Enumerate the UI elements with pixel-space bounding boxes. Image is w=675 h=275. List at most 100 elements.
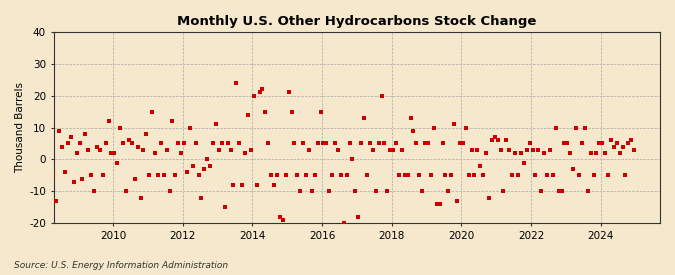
Point <box>95 148 105 152</box>
Point <box>313 141 323 146</box>
Point <box>400 173 410 178</box>
Point <box>342 173 352 178</box>
Point <box>443 189 454 193</box>
Point <box>292 173 302 178</box>
Point <box>599 151 610 155</box>
Point <box>550 125 561 130</box>
Point <box>315 109 326 114</box>
Point <box>478 173 489 178</box>
Point <box>414 173 425 178</box>
Point <box>188 164 198 168</box>
Point <box>257 87 268 92</box>
Point <box>373 141 384 146</box>
Point <box>167 119 178 123</box>
Point <box>179 141 190 146</box>
Point <box>237 183 248 187</box>
Point <box>504 148 515 152</box>
Point <box>263 141 273 146</box>
Point <box>211 122 221 127</box>
Point <box>565 151 576 155</box>
Point <box>121 189 132 193</box>
Point <box>146 109 157 114</box>
Point <box>379 141 390 146</box>
Point <box>83 148 94 152</box>
Point <box>460 125 471 130</box>
Point <box>574 173 585 178</box>
Point <box>440 173 451 178</box>
Point <box>329 141 340 146</box>
Point <box>306 189 317 193</box>
Point <box>594 141 605 146</box>
Point <box>568 167 578 171</box>
Point <box>344 141 355 146</box>
Point <box>202 157 213 162</box>
Point <box>68 180 79 184</box>
Point <box>300 173 311 178</box>
Point <box>80 132 90 136</box>
Point <box>423 141 433 146</box>
Point <box>275 214 286 219</box>
Point <box>217 141 227 146</box>
Point <box>603 173 614 178</box>
Point <box>124 138 134 142</box>
Point <box>425 173 436 178</box>
Point <box>562 141 573 146</box>
Point <box>132 144 143 149</box>
Point <box>559 141 570 146</box>
Point <box>242 112 253 117</box>
Point <box>39 58 50 63</box>
Point <box>109 151 119 155</box>
Point <box>65 135 76 139</box>
Point <box>335 173 346 178</box>
Point <box>376 94 387 98</box>
Point <box>289 141 300 146</box>
Point <box>144 173 155 178</box>
Point <box>547 173 558 178</box>
Point <box>492 138 503 142</box>
Point <box>623 141 634 146</box>
Point <box>350 189 361 193</box>
Point <box>141 132 152 136</box>
Point <box>74 141 85 146</box>
Point <box>498 189 509 193</box>
Point <box>487 138 497 142</box>
Point <box>626 138 637 142</box>
Point <box>138 148 148 152</box>
Point <box>628 148 639 152</box>
Point <box>321 141 331 146</box>
Point <box>391 141 402 146</box>
Point <box>54 128 65 133</box>
Y-axis label: Thousand Barrels: Thousand Barrels <box>15 82 25 173</box>
Point <box>57 144 68 149</box>
Point <box>92 144 103 149</box>
Point <box>530 173 541 178</box>
Point <box>466 148 477 152</box>
Point <box>150 151 161 155</box>
Point <box>475 164 485 168</box>
Point <box>405 116 416 120</box>
Point <box>184 125 195 130</box>
Point <box>524 141 535 146</box>
Point <box>408 128 419 133</box>
Point <box>458 141 468 146</box>
Point <box>286 109 297 114</box>
Point <box>164 189 175 193</box>
Point <box>539 151 549 155</box>
Point <box>254 90 265 95</box>
Point <box>469 173 480 178</box>
Point <box>126 141 137 146</box>
Point <box>135 196 146 200</box>
Point <box>446 173 456 178</box>
Point <box>155 141 166 146</box>
Point <box>240 151 250 155</box>
Point <box>295 189 306 193</box>
Point <box>387 148 398 152</box>
Point <box>472 148 483 152</box>
Point <box>59 170 70 174</box>
Point <box>45 141 56 146</box>
Point <box>106 151 117 155</box>
Point <box>153 173 163 178</box>
Point <box>570 125 581 130</box>
Point <box>115 125 126 130</box>
Point <box>193 173 204 178</box>
